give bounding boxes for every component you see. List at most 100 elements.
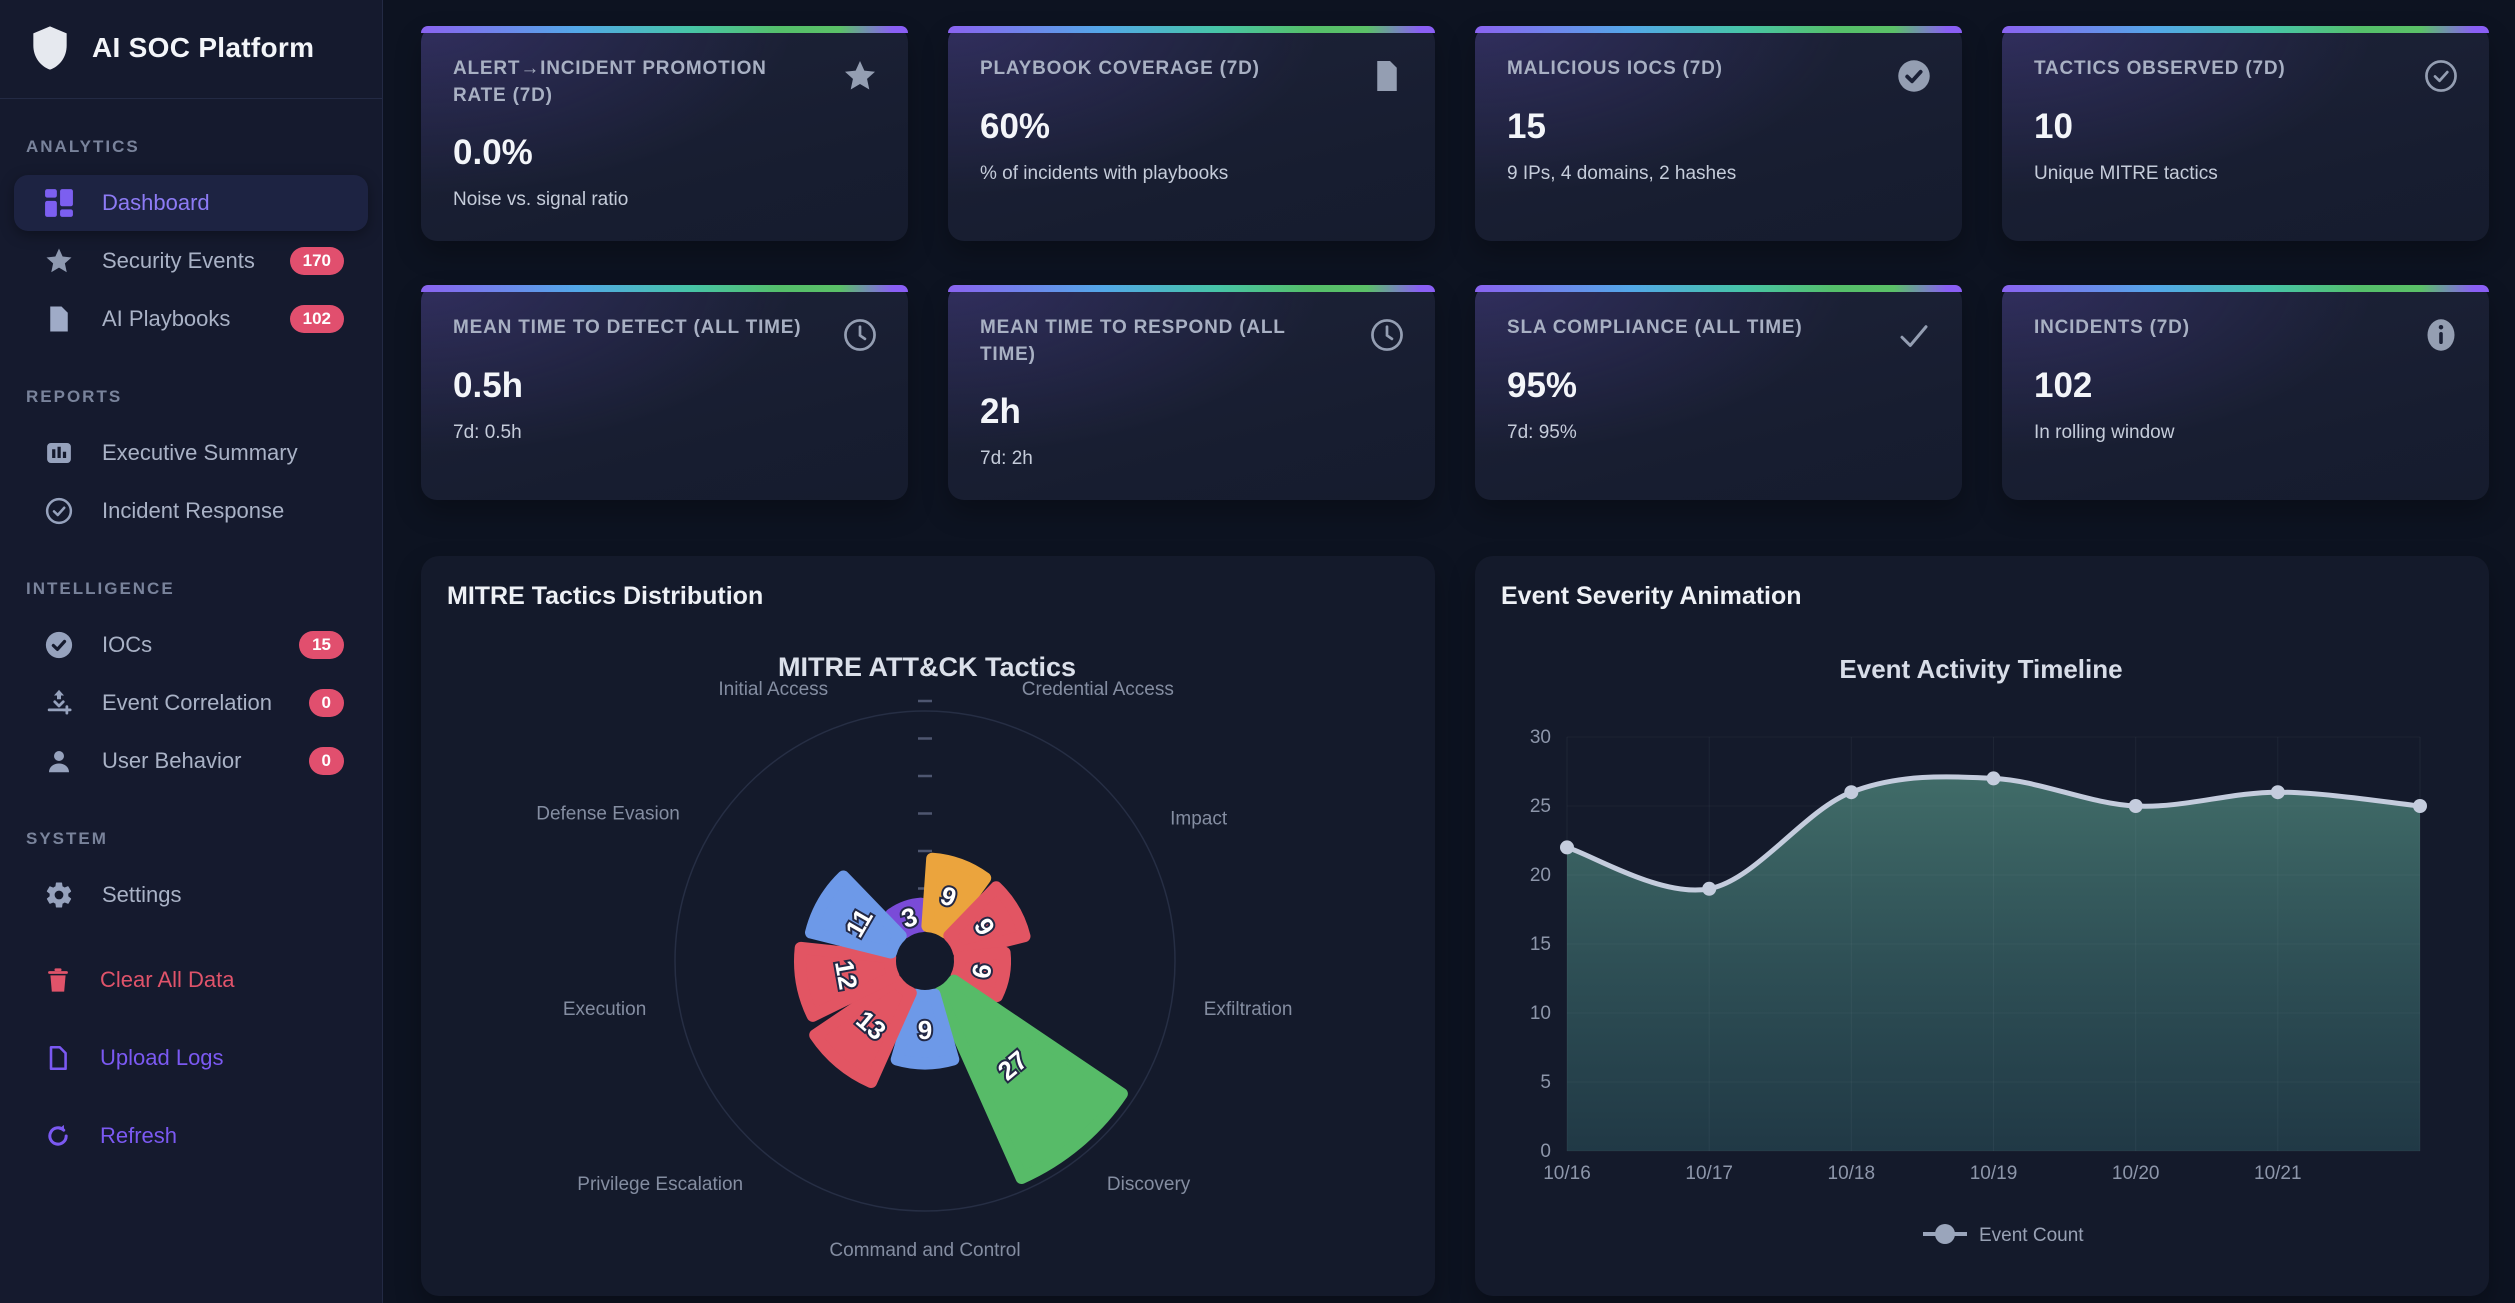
stat-title: MALICIOUS IOCS (7D) <box>1507 58 1723 79</box>
stat-card-promotion-rate[interactable]: ALERT→INCIDENT PROMOTION RATE (7D) 0.0% … <box>421 26 908 241</box>
svg-text:Privilege Escalation: Privilege Escalation <box>577 1174 743 1195</box>
stat-subtitle: 7d: 95% <box>1507 421 1577 443</box>
svg-text:Command and Control: Command and Control <box>829 1240 1020 1261</box>
stat-subtitle: 7d: 0.5h <box>453 421 522 443</box>
svg-text:10/19: 10/19 <box>1970 1163 2018 1184</box>
stat-subtitle: Unique MITRE tactics <box>2034 162 2218 184</box>
sidebar-item-incident-response[interactable]: Incident Response <box>14 483 368 539</box>
check-icon <box>1896 317 1932 353</box>
sidebar-item-label: AI Playbooks <box>102 306 231 331</box>
sidebar-item-label: Settings <box>102 882 182 907</box>
stat-card-tactics-observed[interactable]: TACTICS OBSERVED (7D) 10 Unique MITRE ta… <box>2002 26 2489 241</box>
svg-text:Event Count: Event Count <box>1979 1225 2084 1246</box>
clear-all-data-button[interactable]: Clear All Data <box>14 953 368 1007</box>
star-icon <box>842 58 878 94</box>
stat-card-incidents[interactable]: INCIDENTS (7D) 102 In rolling window <box>2002 285 2489 500</box>
stat-subtitle: 9 IPs, 4 domains, 2 hashes <box>1507 162 1737 184</box>
stat-title: MEAN TIME TO DETECT (ALL TIME) <box>453 317 802 339</box>
sidebar-item-label: User Behavior <box>102 748 242 773</box>
action-label: Refresh <box>100 1123 178 1148</box>
sidebar-item-executive-summary[interactable]: Executive Summary <box>14 425 368 481</box>
panel-title: Event Severity Animation <box>1501 582 1802 611</box>
check-circle-filled-icon <box>1896 58 1932 94</box>
stat-title: MEAN TIME TO RESPOND (ALL TIME) <box>980 317 1286 365</box>
check-circle-outline-icon <box>45 497 73 525</box>
sidebar-item-event-correlation[interactable]: Event Correlation 0 <box>14 675 368 731</box>
sidebar-item-label: Event Correlation <box>102 690 272 715</box>
sidebar-actions: Clear All Data Upload Logs Refresh <box>0 953 382 1163</box>
sidebar-item-label: Security Events <box>102 248 255 273</box>
event-severity-panel: Event Severity Animation Event Activity … <box>1475 556 2489 1297</box>
stat-card-malicious-iocs[interactable]: MALICIOUS IOCS (7D) 15 9 IPs, 4 domains,… <box>1475 26 1962 241</box>
sidebar-item-label: Dashboard <box>102 190 210 215</box>
svg-text:Discovery: Discovery <box>1107 1174 1191 1195</box>
stat-title: ALERT→INCIDENT PROMOTION RATE (7D) <box>453 58 767 106</box>
stat-subtitle: In rolling window <box>2034 421 2175 443</box>
sidebar-item-user-behavior[interactable]: User Behavior 0 <box>14 733 368 789</box>
document-icon <box>50 306 68 332</box>
stat-value: 2h <box>980 392 1021 432</box>
svg-text:10/18: 10/18 <box>1828 1163 1876 1184</box>
stat-card-playbook-coverage[interactable]: PLAYBOOK COVERAGE (7D) 60% % of incident… <box>948 26 1435 241</box>
stat-subtitle: Noise vs. signal ratio <box>453 189 629 211</box>
stat-value: 102 <box>2034 365 2093 405</box>
stat-card-sla-compliance[interactable]: SLA COMPLIANCE (ALL TIME) 95% 7d: 95% <box>1475 285 1962 500</box>
correlation-icon <box>47 689 72 715</box>
upload-logs-button[interactable]: Upload Logs <box>14 1031 368 1085</box>
action-label: Upload Logs <box>100 1045 224 1070</box>
stat-subtitle: % of incidents with playbooks <box>980 162 1229 184</box>
sidebar-item-dashboard[interactable]: Dashboard <box>14 175 368 231</box>
sidebar-item-ai-playbooks[interactable]: AI Playbooks 102 <box>14 291 368 347</box>
check-circle-filled-icon <box>45 631 73 659</box>
sidebar-item-settings[interactable]: Settings <box>14 867 368 923</box>
app-logo: AI SOC Platform <box>0 0 382 94</box>
file-icon <box>49 1045 67 1071</box>
svg-text:Initial Access: Initial Access <box>718 679 828 700</box>
bar-chart-icon <box>47 443 71 463</box>
dashboard-icon <box>45 189 73 217</box>
count-badge: 0 <box>308 689 344 717</box>
sidebar: AI SOC Platform ANALYTICS Dashboard Secu… <box>0 0 383 1303</box>
sidebar-item-security-events[interactable]: Security Events 170 <box>14 233 368 289</box>
stat-card-mttd[interactable]: MEAN TIME TO DETECT (ALL TIME) 0.5h 7d: … <box>421 285 908 500</box>
mitre-polar-chart[interactable]: MITRE ATT&CK Tactics 3 9 9 6 27 9 13 12 11 Initial… <box>421 556 1435 1296</box>
stat-subtitle: 7d: 2h <box>980 448 1033 470</box>
charts-row: MITRE Tactics Distribution MITRE ATT&CK … <box>421 556 2489 1297</box>
check-circle-outline-icon <box>2423 58 2459 94</box>
document-icon <box>1369 58 1405 94</box>
stat-value: 15 <box>1507 106 1546 146</box>
sidebar-item-label: IOCs <box>102 632 153 657</box>
clock-icon <box>842 317 878 353</box>
star-icon <box>46 248 72 273</box>
refresh-button[interactable]: Refresh <box>14 1109 368 1163</box>
stat-title: PLAYBOOK COVERAGE (7D) <box>980 58 1260 79</box>
gear-icon <box>46 882 72 908</box>
svg-text:Defense Evasion: Defense Evasion <box>536 804 680 825</box>
trash-icon <box>48 968 68 992</box>
sidebar-item-label: Incident Response <box>102 498 285 523</box>
info-icon <box>2423 317 2459 353</box>
sidebar-item-label: Executive Summary <box>102 440 298 465</box>
svg-text:30: 30 <box>1530 727 1551 748</box>
svg-text:Execution: Execution <box>563 999 646 1020</box>
stat-card-mttr[interactable]: MEAN TIME TO RESPOND (ALL TIME) 2h 7d: 2… <box>948 285 1435 500</box>
event-timeline-chart[interactable]: Event Activity Timeline 0 5 10 15 20 25 30 10/16… <box>1475 556 2489 1296</box>
svg-text:Exfiltration: Exfiltration <box>1204 999 1293 1020</box>
svg-text:9: 9 <box>918 1015 932 1045</box>
action-label: Clear All Data <box>100 967 235 992</box>
count-badge: 0 <box>308 747 344 775</box>
main-content: ALERT→INCIDENT PROMOTION RATE (7D) 0.0% … <box>384 0 2515 1297</box>
svg-text:10: 10 <box>1530 1003 1551 1024</box>
svg-text:10/20: 10/20 <box>2112 1163 2160 1184</box>
svg-text:20: 20 <box>1530 865 1551 886</box>
svg-text:Event Activity Timeline: Event Activity Timeline <box>1839 654 2122 684</box>
section-reports: REPORTS <box>26 387 123 406</box>
stat-value: 95% <box>1507 365 1578 405</box>
svg-text:12: 12 <box>829 958 864 992</box>
svg-text:5: 5 <box>1540 1072 1551 1093</box>
sidebar-item-iocs[interactable]: IOCs 15 <box>14 617 368 673</box>
section-analytics: ANALYTICS <box>26 137 140 156</box>
svg-text:25: 25 <box>1530 796 1551 817</box>
svg-text:MITRE ATT&CK Tactics: MITRE ATT&CK Tactics <box>778 652 1076 682</box>
svg-text:10/16: 10/16 <box>1543 1163 1591 1184</box>
